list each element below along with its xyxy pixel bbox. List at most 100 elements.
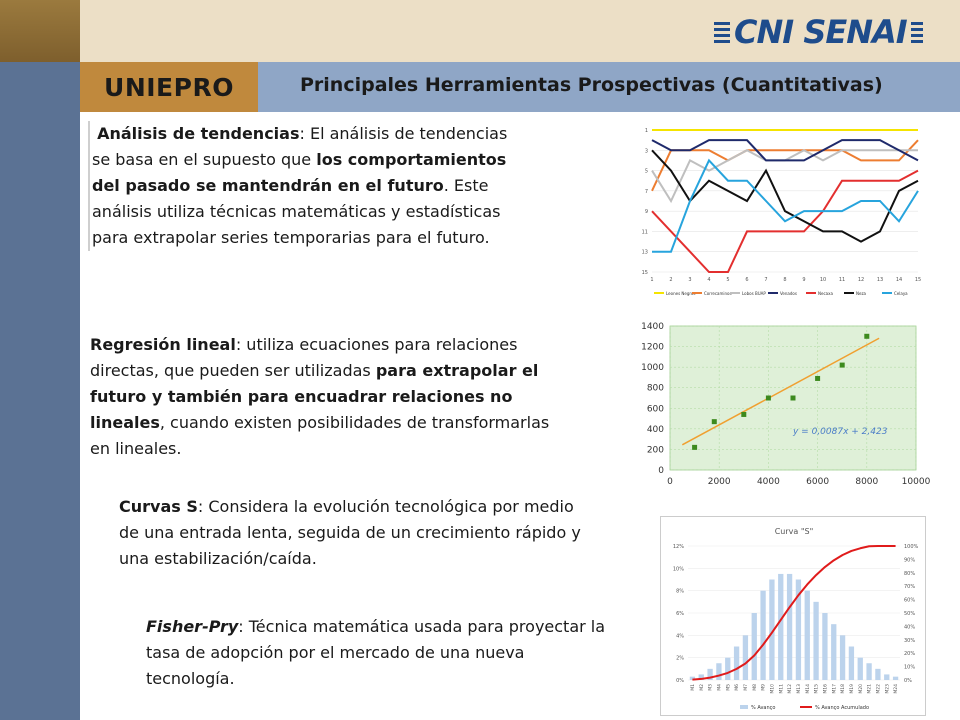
x-tick-label: M9 [761, 684, 767, 691]
x-tick-label: 0 [667, 477, 673, 487]
data-point [741, 411, 747, 417]
regresion-bold: para extrapolar el futuro y también para… [90, 361, 539, 432]
bar [733, 646, 740, 680]
bar [831, 624, 837, 680]
series-line [651, 149, 919, 243]
bar [804, 590, 810, 680]
trend-line [681, 337, 880, 446]
x-tick-label: M24 [893, 684, 899, 694]
series-line [651, 139, 919, 162]
x-tick-label: M12 [787, 684, 793, 694]
tendencias-term: Análisis de tendencias [97, 124, 300, 143]
section-label: UNIEPRO [104, 72, 234, 102]
x-tick-label: M16 [822, 684, 828, 694]
y-tick-label: 15 [642, 270, 648, 276]
bar [866, 663, 872, 680]
series-line [651, 149, 918, 204]
x-tick-label: M21 [867, 684, 873, 694]
bar [848, 646, 855, 680]
data-point [765, 395, 771, 401]
x-tick-label: 10 [820, 277, 826, 283]
y-tick-label-left: 0% [676, 678, 684, 684]
y-tick-label: 800 [647, 384, 664, 394]
x-tick-label: M3 [708, 684, 714, 691]
x-tick-label: 2 [669, 277, 672, 283]
series-line [651, 169, 919, 273]
y-tick-label-right: 100% [904, 544, 919, 550]
data-point [839, 362, 845, 368]
bar [689, 676, 696, 680]
x-tick-label: 3 [688, 277, 691, 283]
x-tick-label: 10000 [902, 477, 931, 487]
x-tick-label: M19 [849, 684, 855, 694]
x-tick-label: M5 [725, 684, 731, 691]
data-point [790, 395, 796, 401]
y-tick-label-left: 6% [676, 611, 684, 617]
y-tick-label: 1400 [641, 322, 664, 332]
tendencias-bold: los comportamientos del pasado se manten… [92, 150, 507, 195]
tendencias-paragraph: Análisis de tendencias: El análisis de t… [88, 121, 528, 251]
y-tick-label: 400 [647, 425, 664, 435]
bar [857, 657, 863, 680]
x-tick-label: 7 [764, 277, 767, 283]
bar [760, 590, 766, 680]
legend-label: % Avanço Acumulado [815, 705, 869, 711]
cni-senai-logo: CNI SENAI [710, 12, 927, 52]
regresion-paragraph: Regresión lineal: utiliza ecuaciones par… [90, 332, 550, 462]
trend-equation: y = 0,0087x + 2,423 [792, 427, 888, 437]
regresion-term: Regresión lineal [90, 335, 236, 354]
page-title: Principales Herramientas Prospectivas (C… [300, 74, 883, 96]
legend-swatch [740, 705, 748, 709]
y-tick-label: 5 [645, 169, 648, 175]
y-tick-label: 11 [642, 229, 648, 235]
x-tick-label: 2000 [708, 477, 731, 487]
y-tick-label-right: 0% [904, 678, 912, 684]
bar [786, 573, 793, 680]
y-tick-label: 7 [645, 189, 648, 195]
regresion-text-2: , cuando existen posibilidades de transf… [90, 413, 550, 458]
y-tick-label: 600 [647, 404, 664, 414]
legend-label: Leones Negros [666, 291, 696, 296]
x-tick-label: 4000 [757, 477, 780, 487]
y-tick-label-right: 30% [904, 638, 915, 644]
x-tick-label: 14 [896, 277, 902, 283]
x-tick-label: M4 [716, 684, 722, 691]
x-tick-label: 6000 [806, 477, 829, 487]
x-tick-label: M1 [690, 684, 696, 691]
x-tick-label: 8000 [855, 477, 878, 487]
regression-scatter-chart: 0 200 400 600 800 1000 1200 1400 0 2000 4000 6000 80… [641, 322, 931, 487]
x-tick-label: 6 [745, 277, 748, 283]
curvas-text-1: : Considera la evolución tecnológica por… [119, 497, 581, 568]
bar [795, 579, 802, 680]
x-tick-label: 4 [707, 277, 710, 283]
y-tick-label-right: 20% [904, 651, 915, 657]
y-tick-label: 200 [647, 445, 664, 455]
y-tick-label-left: 10% [673, 566, 684, 572]
y-tick-label-right: 50% [904, 611, 915, 617]
fisher-paragraph: Fisher-Pry: Técnica matemática usada par… [146, 614, 606, 692]
bar [707, 668, 713, 680]
bar [778, 573, 784, 680]
legend-label: Venados [780, 291, 797, 296]
x-tick-label: M6 [734, 684, 740, 691]
logo-stripes-right [910, 21, 923, 43]
section-label-box: UNIEPRO [80, 62, 258, 112]
x-tick-label: 8 [783, 277, 786, 283]
series-line [651, 139, 919, 192]
left-decor-strip [0, 0, 80, 720]
y-tick-label-right: 70% [904, 584, 915, 590]
bar [751, 613, 757, 680]
y-tick-label: 1 [645, 128, 648, 134]
data-point [711, 419, 717, 425]
legend-label: Correcaminos [704, 291, 732, 296]
bar [698, 674, 704, 680]
x-tick-label: 13 [877, 277, 883, 283]
y-tick-label: 1000 [641, 363, 664, 373]
y-tick-label-left: 12% [673, 544, 684, 550]
legend-label: Neza [856, 291, 867, 296]
logo-text: CNI SENAI [734, 13, 908, 51]
x-tick-label: M23 [884, 684, 890, 694]
y-tick-label-left: 4% [676, 633, 684, 639]
x-tick-label: 15 [915, 277, 921, 283]
x-tick-label: 12 [858, 277, 864, 283]
